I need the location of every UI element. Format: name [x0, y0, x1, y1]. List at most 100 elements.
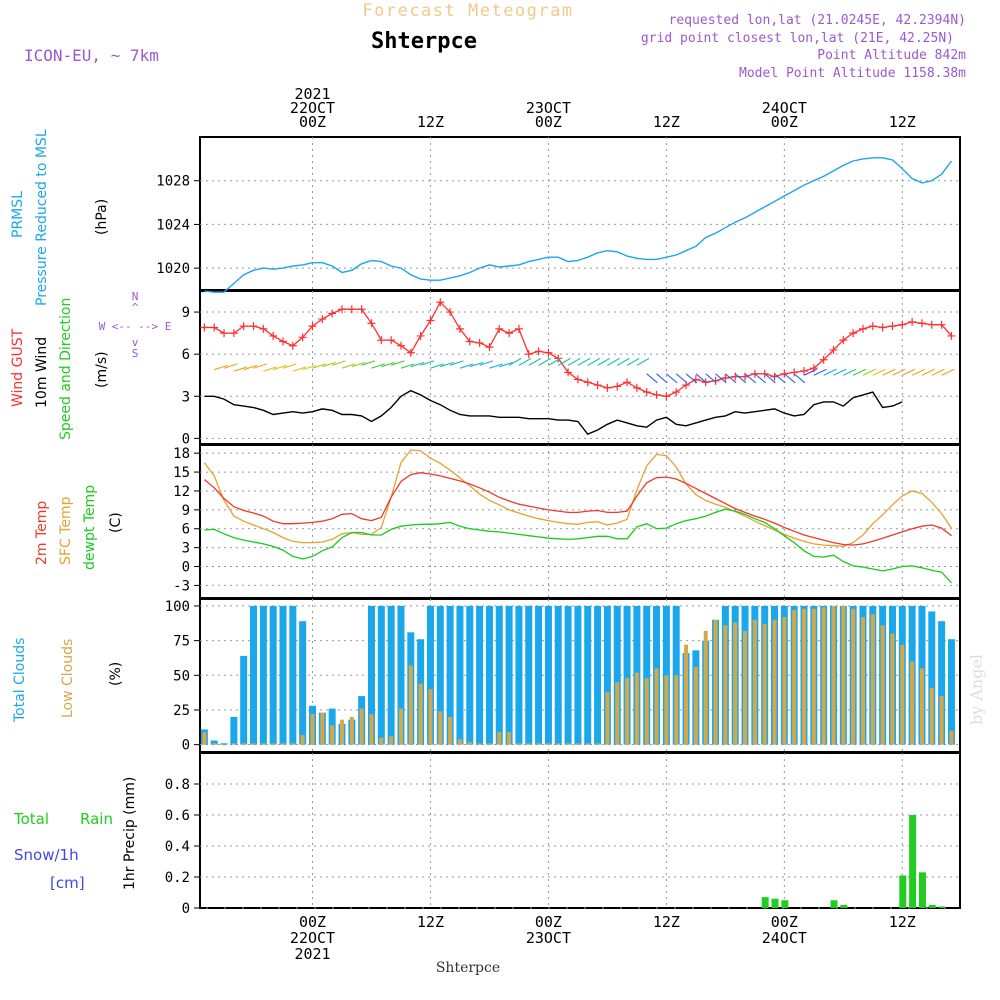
wind-direction-arrow [243, 364, 258, 371]
wind-direction-arrow [725, 373, 737, 384]
compass-we: W <-- --> E [99, 320, 172, 333]
low-cloud-bar [310, 714, 315, 745]
gust-marker [239, 322, 248, 331]
total-cloud-bar [436, 605, 444, 745]
gust-marker [927, 320, 936, 329]
snow-label: Snow/1h [14, 846, 79, 864]
model-label: ICON-EU, ~ 7km [24, 46, 159, 65]
total-cloud-bar [574, 605, 582, 745]
wind-direction-arrow [420, 360, 435, 366]
low-cloud-bar [536, 743, 541, 745]
gust-marker [455, 324, 464, 333]
low-cloud-bar [585, 743, 590, 745]
total-cloud-bar [505, 605, 513, 745]
total-clouds-label: Total Clouds [12, 638, 28, 723]
total-cloud-bar [230, 716, 238, 745]
wind-direction-arrow [410, 361, 425, 368]
total-rain-label: Total [13, 810, 49, 828]
total-cloud-bar [544, 605, 552, 745]
wind-direction-arrow [528, 357, 542, 366]
low-cloud-bar [428, 689, 433, 745]
wind-direction-arrow [351, 361, 366, 368]
total-cloud-bar [299, 621, 307, 745]
y-tick-label: 15 [173, 465, 190, 481]
grid-coords: grid point closest lon,lat (21E, 42.25N) [641, 31, 954, 46]
gust-marker [839, 336, 848, 345]
wind-direction-arrow [273, 364, 287, 371]
top-time-label: 2021 [294, 85, 330, 103]
gust-marker [878, 323, 887, 332]
wind-direction-arrow [557, 357, 571, 366]
point-altitude: Point Altitude 842m [817, 48, 966, 63]
temp-2m-line [203, 472, 952, 546]
panel-frame [199, 752, 961, 909]
gust-marker [279, 337, 288, 346]
y-tick-label: 12 [173, 484, 190, 500]
y-tick-label: -3 [173, 578, 190, 594]
bottom-time-label: 12Z [653, 913, 680, 931]
wind-direction-arrow [931, 368, 945, 376]
pressure-label: Pressure Reduced to MSL [34, 129, 50, 306]
low-cloud-bar [644, 678, 649, 745]
low-cloud-bar [910, 661, 915, 745]
low-cloud-bar [448, 716, 453, 745]
low-cloud-bar [605, 691, 610, 745]
pressure-line [204, 157, 953, 293]
total-cloud-bar [250, 605, 258, 745]
bottom-time-label: 12Z [417, 913, 444, 931]
gust-marker [849, 329, 858, 338]
y-tick-label: 0.8 [165, 777, 190, 793]
bottom-time-label: 22OCT [290, 929, 335, 947]
gust-marker [436, 298, 445, 307]
total-cloud-bar [623, 605, 631, 745]
wind-direction-arrow [921, 368, 935, 376]
low-cloud-bar [615, 682, 620, 745]
low-cloud-bar [526, 743, 531, 745]
low-cloud-bar [595, 743, 600, 745]
total-cloud-bar [672, 605, 680, 745]
wind-speed-line [204, 389, 903, 436]
low-cloud-bar [389, 736, 394, 745]
temp-unit: (C) [108, 512, 124, 533]
low-cloud-bar [949, 730, 954, 745]
rain-bar [840, 904, 848, 908]
low-cloud-bar [811, 608, 816, 745]
precip-unit-label: 1hr Precip (mm) [122, 777, 138, 890]
y-tick-label: 0.2 [165, 870, 190, 886]
gust-marker [800, 367, 808, 376]
wind-direction-arrow [587, 357, 601, 366]
wind-direction-arrow [302, 364, 317, 371]
low-cloud-bar [900, 644, 905, 745]
gust-marker [298, 333, 307, 342]
total-cloud-bar [938, 621, 946, 745]
wind-direction-arrow [440, 361, 454, 368]
gust-marker [593, 381, 602, 390]
gust-marker [534, 347, 543, 356]
wind-direction-arrow [312, 363, 326, 369]
wind-direction-arrow [341, 363, 356, 369]
bottom-time-label: 00Z [535, 913, 562, 931]
wind-direction-arrow [292, 366, 307, 372]
low-cloud-bar [497, 732, 502, 745]
wind-direction-arrow [548, 357, 561, 366]
wind-direction-arrow [253, 363, 268, 369]
dewpt-temp-label: dewpt Temp [82, 485, 98, 570]
wind-direction-arrow [567, 357, 581, 366]
gust-marker [308, 322, 317, 331]
compass-s: S [132, 347, 139, 360]
y-tick-label: 1020 [156, 261, 190, 277]
total-cloud-bar [240, 655, 248, 745]
total-cloud-bar [456, 605, 464, 745]
wind-direction-arrow [489, 363, 503, 369]
wind-label: 10m Wind [34, 337, 50, 408]
total-cloud-bar [279, 605, 287, 745]
total-cloud-bar [485, 605, 493, 745]
low-cloud-bar [349, 716, 354, 745]
wind-direction-arrow [705, 373, 717, 384]
low-cloud-bar [398, 708, 403, 745]
wind-direction-arrow [626, 357, 640, 366]
low-cloud-bar [762, 623, 767, 745]
low-cloud-bar [261, 743, 266, 745]
wind-direction-arrow [685, 373, 698, 384]
